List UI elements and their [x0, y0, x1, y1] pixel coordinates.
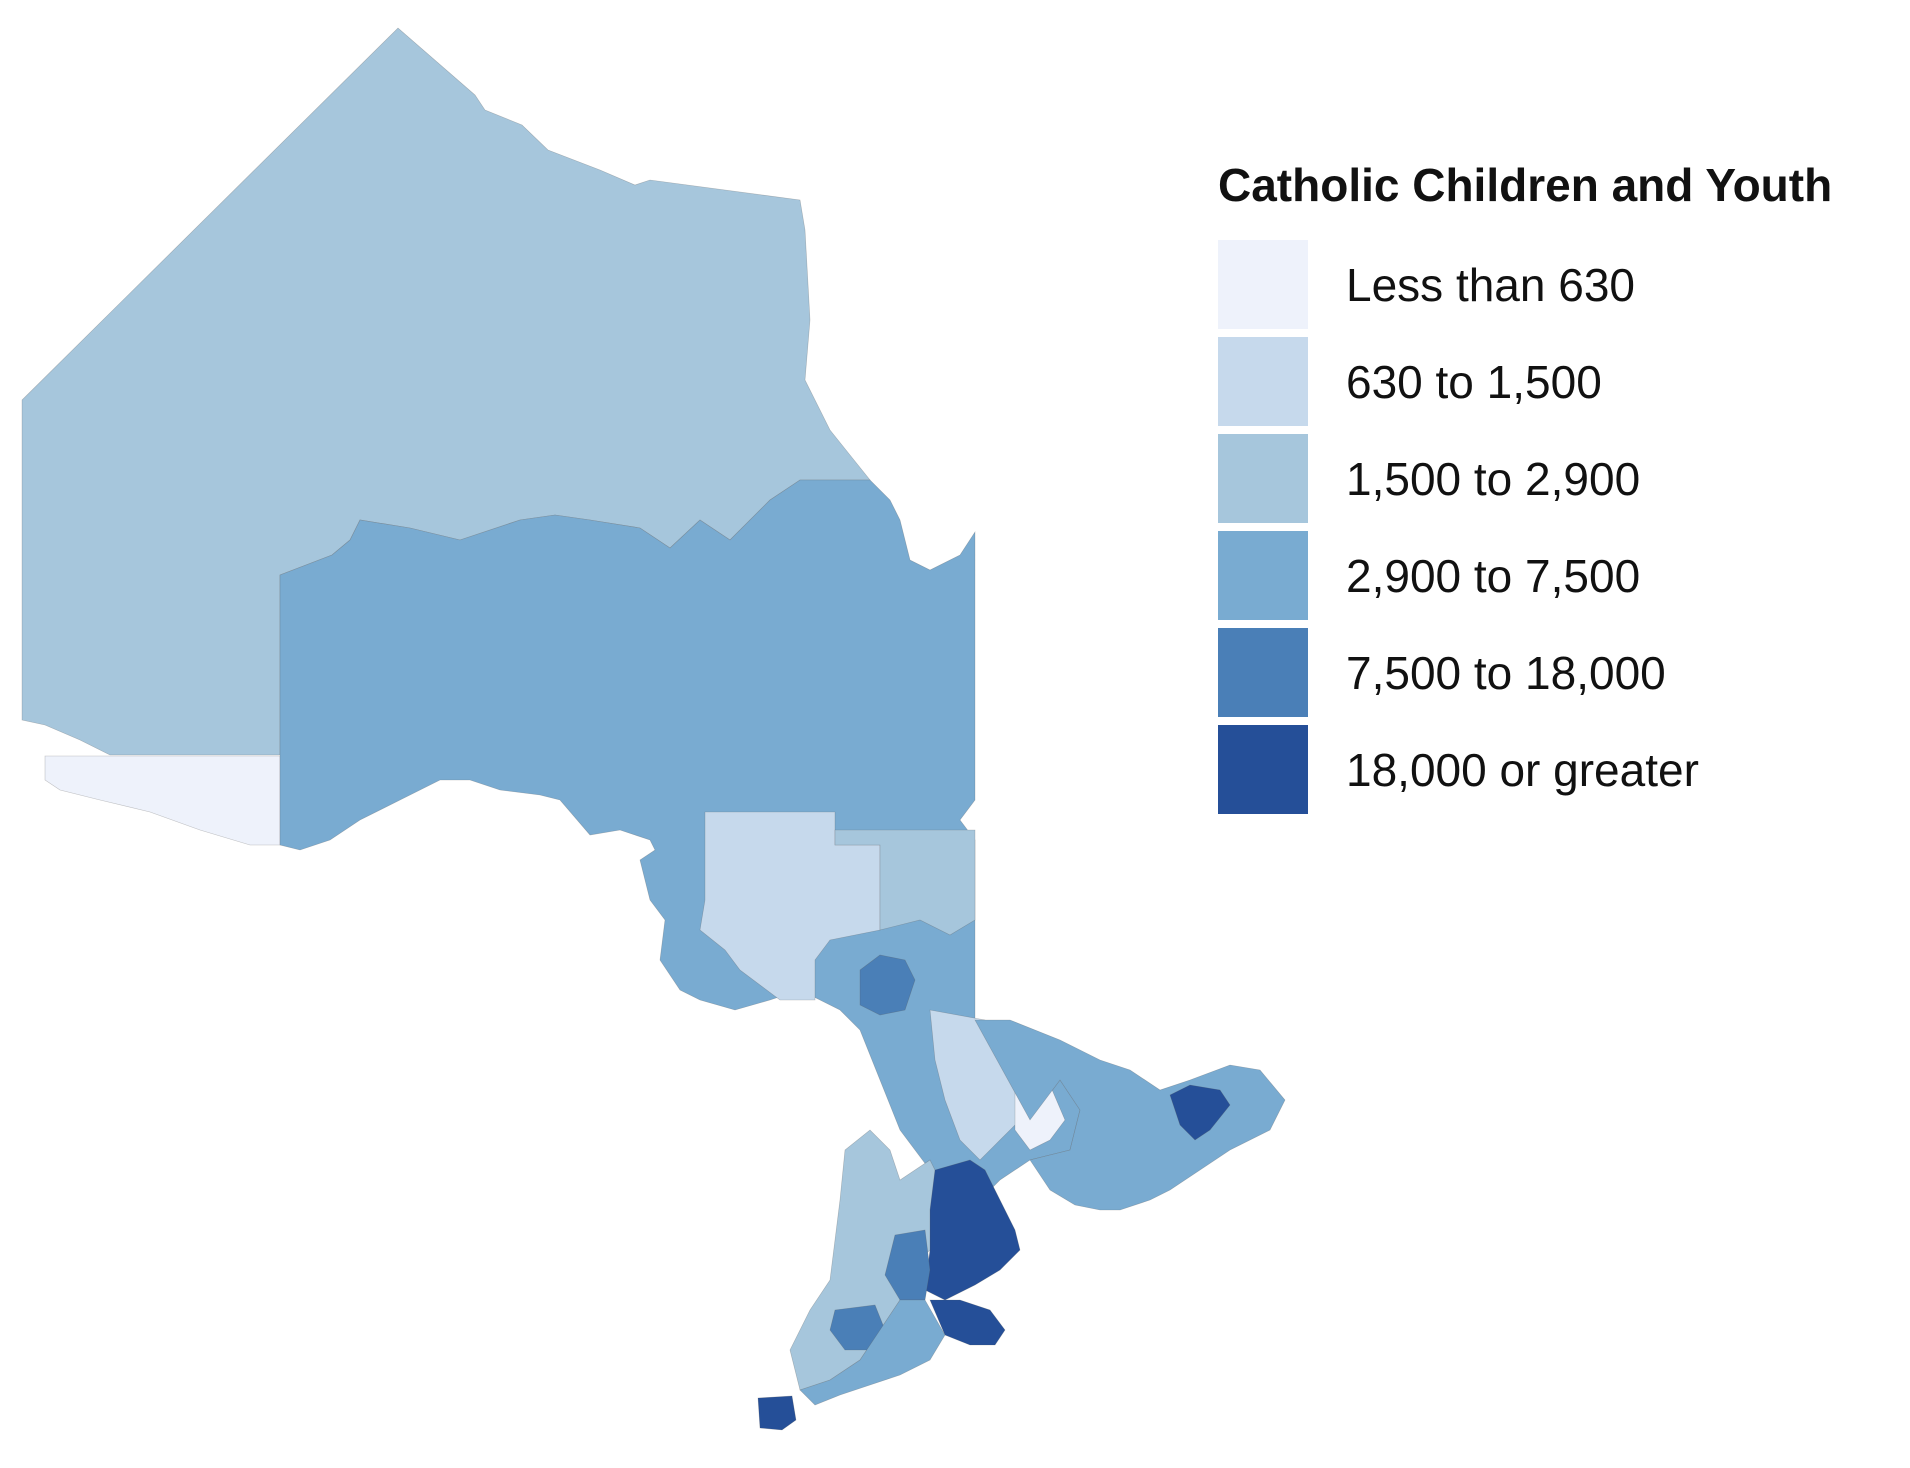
region-ottawa [1169, 1084, 1231, 1141]
legend-swatch [1218, 725, 1308, 814]
legend-swatch [1218, 531, 1308, 620]
region-gta [924, 1159, 1021, 1301]
legend-item: 18,000 or greater [1218, 723, 1898, 816]
legend-item: 1,500 to 2,900 [1218, 432, 1898, 525]
legend-title: Catholic Children and Youth [1218, 159, 1833, 211]
legend-swatch [1218, 628, 1308, 717]
legend-item: 7,500 to 18,000 [1218, 626, 1898, 719]
legend: Catholic Children and Youth Less than 63… [1218, 158, 1898, 820]
region-windsor [757, 1395, 797, 1431]
legend-swatch [1218, 337, 1308, 426]
legend-item: Less than 630 [1218, 238, 1898, 331]
region-hamilton-niagara [929, 1299, 1006, 1346]
legend-label: 7,500 to 18,000 [1346, 646, 1666, 699]
region-greater-sudbury [859, 954, 916, 1016]
legend-label: 18,000 or greater [1346, 743, 1699, 796]
legend-items: Less than 630 630 to 1,500 1,500 to 2,900 2… [1218, 238, 1898, 816]
legend-label: 2,900 to 7,500 [1346, 549, 1641, 602]
region-southwest-rural [799, 1299, 946, 1406]
legend-label: 630 to 1,500 [1346, 355, 1602, 408]
legend-label: Less than 630 [1346, 258, 1636, 311]
region-nipissing [834, 829, 976, 936]
region-eastern-ontario [974, 1019, 1286, 1211]
legend-item: 2,900 to 7,500 [1218, 529, 1898, 622]
legend-swatch [1218, 240, 1308, 329]
region-rainy-river [44, 755, 281, 846]
legend-swatch [1218, 434, 1308, 523]
legend-label: 1,500 to 2,900 [1346, 452, 1641, 505]
legend-item: 630 to 1,500 [1218, 335, 1898, 428]
